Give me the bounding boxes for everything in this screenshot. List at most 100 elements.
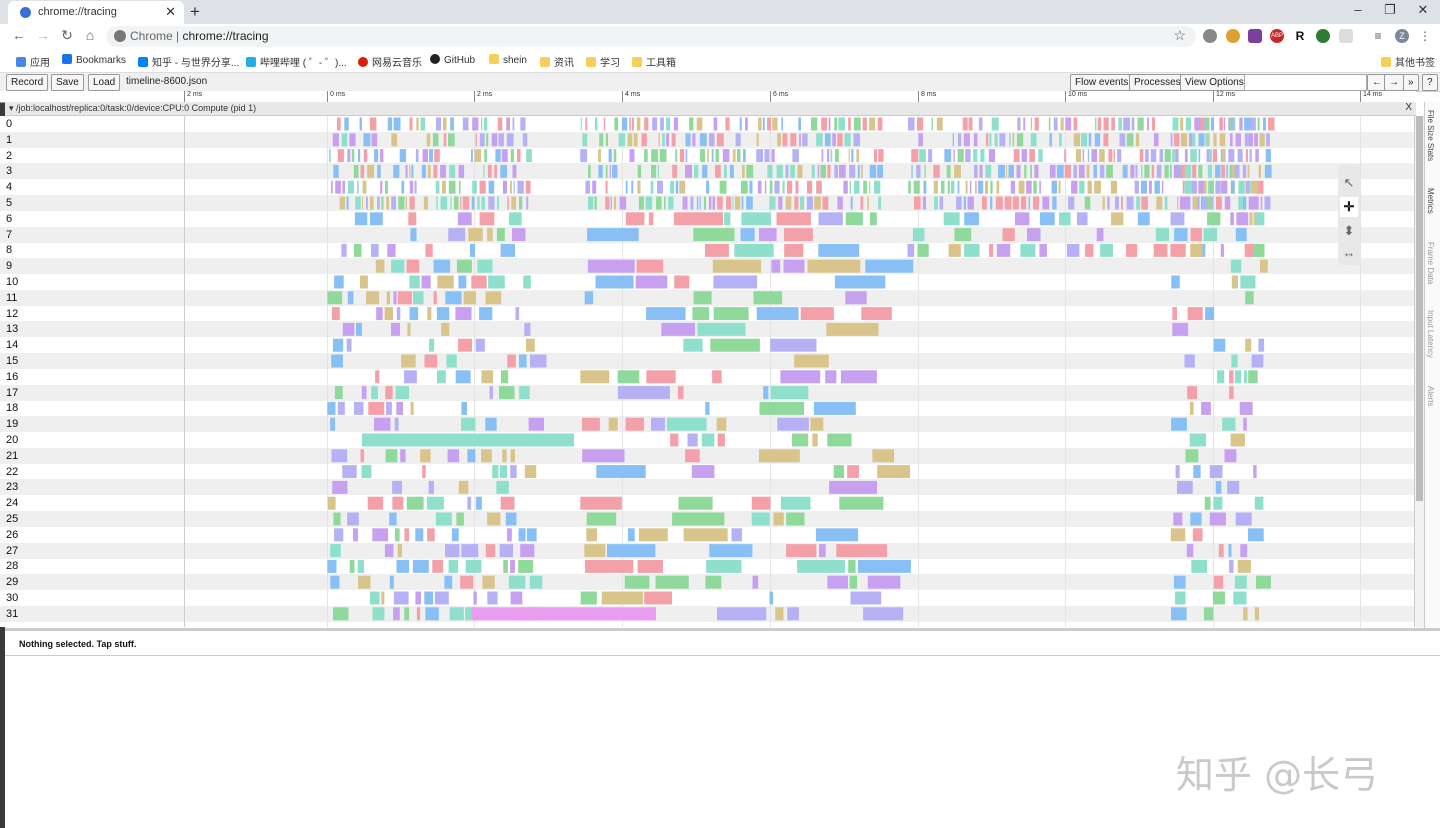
select-mode-icon[interactable]: ↖ [1343, 175, 1355, 190]
thread-row[interactable]: 16 [0, 369, 1416, 385]
thread-row[interactable]: 24 [0, 495, 1416, 511]
thread-row[interactable]: 26 [0, 527, 1416, 543]
thread-row[interactable]: 15 [0, 353, 1416, 369]
side-tab-file-size-stats[interactable]: File Size Stats [1426, 110, 1435, 162]
trace-slice [446, 354, 457, 368]
thread-row[interactable]: 31 [0, 605, 1416, 622]
find-input[interactable] [1244, 74, 1367, 91]
track-area[interactable]: 0 1 2 3 4 5 6 7 8 9 10 11 12 13 14 15 16 17 18 19 20 21 22 23 24… [0, 116, 1416, 627]
thread-row[interactable]: 20 [0, 432, 1416, 448]
side-tab-metrics[interactable]: Metrics [1426, 188, 1435, 214]
save-button[interactable]: Save [51, 74, 84, 91]
browser-tab[interactable]: chrome://tracing ✕ [8, 1, 184, 24]
thread-row[interactable]: 8 [0, 242, 1416, 258]
extension-cursor-icon[interactable] [1339, 29, 1353, 43]
thread-row[interactable]: 18 [0, 400, 1416, 416]
zoom-mode-icon[interactable]: ⬍ [1343, 223, 1355, 238]
pan-mode-icon[interactable]: ✛ [1340, 197, 1358, 217]
thread-row[interactable]: 5 [0, 195, 1416, 211]
thread-row[interactable]: 22 [0, 464, 1416, 480]
thread-row[interactable]: 19 [0, 416, 1416, 433]
trace-slice [428, 480, 434, 494]
thread-row[interactable]: 9 [0, 258, 1416, 275]
bookmark-bookmarks[interactable]: Bookmarks [62, 54, 126, 66]
bookmark-folder-other[interactable]: 其他书签 [1381, 54, 1435, 69]
load-button[interactable]: Load [88, 74, 121, 91]
bookmark-folder-tools[interactable]: 工具箱 [632, 54, 676, 69]
thread-row[interactable]: 10 [0, 274, 1416, 290]
reload-icon[interactable]: ↻ [61, 27, 73, 43]
thread-row[interactable]: 17 [0, 384, 1416, 401]
profile-avatar[interactable]: Z [1395, 29, 1409, 43]
bookmark-folder-news[interactable]: 资讯 [540, 54, 574, 69]
trace-slice [691, 465, 715, 479]
trace-slice [510, 149, 514, 163]
close-window-button[interactable]: ✕ [1417, 2, 1429, 17]
thread-row[interactable]: 27 [0, 542, 1416, 559]
bookmark-apps[interactable]: 应用 [16, 54, 50, 69]
side-tab-frame-data[interactable]: Frame Data [1426, 242, 1435, 285]
thread-row[interactable]: 0 [0, 116, 1416, 132]
view-options-button[interactable]: View Options [1180, 74, 1249, 91]
trace-slice [1175, 465, 1180, 479]
new-tab-button[interactable]: + [190, 2, 200, 21]
bookmark-star-icon[interactable]: ☆ [1173, 27, 1186, 43]
bookmark-zhihu[interactable]: 知乎 - 与世界分享... [138, 54, 239, 69]
find-next-button[interactable]: → [1384, 74, 1404, 91]
thread-row[interactable]: 30 [0, 590, 1416, 606]
trace-slice [756, 133, 759, 147]
chrome-menu-icon[interactable]: ⋮ [1418, 29, 1432, 43]
side-tab-input-latency[interactable]: Input Latency [1426, 310, 1435, 359]
address-bar[interactable]: Chrome | chrome://tracing ☆ [106, 26, 1196, 47]
trace-slice [749, 180, 753, 194]
thread-row[interactable]: 12 [0, 306, 1416, 322]
back-icon[interactable]: ← [12, 27, 26, 43]
minimize-button[interactable]: – [1354, 2, 1362, 17]
extension-clover-icon[interactable] [1316, 29, 1330, 43]
adblock-plus-icon[interactable]: ABP [1270, 29, 1284, 43]
site-info-icon[interactable] [114, 30, 126, 42]
thread-row[interactable]: 6 [0, 211, 1416, 227]
row-label: 3 [6, 165, 13, 178]
trace-slice [391, 322, 400, 336]
extension-cookie-icon[interactable] [1226, 29, 1240, 43]
thread-row[interactable]: 2 [0, 148, 1416, 164]
thread-row[interactable]: 4 [0, 179, 1416, 195]
panel-divider[interactable] [5, 628, 1440, 631]
bookmark-netease-music[interactable]: 网易云音乐 [358, 54, 422, 69]
processes-button[interactable]: Processes [1129, 74, 1186, 91]
extension-r-icon[interactable]: R [1293, 29, 1307, 43]
scrollbar-thumb[interactable] [1416, 116, 1423, 501]
bookmark-folder-shein[interactable]: shein [489, 54, 527, 66]
bookmark-github[interactable]: GitHub [430, 54, 475, 66]
record-button[interactable]: Record [6, 74, 49, 91]
forward-icon[interactable]: → [36, 27, 50, 43]
trace-slice [1228, 544, 1232, 558]
help-button[interactable]: ? [1422, 74, 1438, 91]
thread-row[interactable]: 14 [0, 337, 1416, 353]
vertical-scrollbar[interactable] [1414, 116, 1425, 627]
bookmark-bilibili[interactable]: 哔哩哔哩 ( ゜- ゜)... [246, 54, 347, 69]
thread-row[interactable]: 21 [0, 447, 1416, 464]
trace-slice [429, 149, 433, 163]
trace-slice [344, 117, 349, 131]
home-icon[interactable]: ⌂ [85, 27, 95, 43]
process-close-button[interactable]: X [1405, 102, 1412, 113]
trace-slice [851, 149, 854, 163]
extension-onenote-icon[interactable] [1248, 29, 1262, 43]
bookmark-folder-study[interactable]: 学习 [586, 54, 620, 69]
reading-list-icon[interactable]: ≡ [1371, 29, 1385, 43]
extension-1-icon[interactable] [1203, 29, 1217, 43]
collapse-triangle-icon[interactable]: ▾ [9, 103, 14, 113]
thread-row[interactable]: 28 [0, 558, 1416, 574]
process-header[interactable]: ▾ /job:localhost/replica:0/task:0/device… [5, 102, 1416, 116]
flow-events-button[interactable]: Flow events [1070, 74, 1134, 91]
trace-slice [862, 117, 867, 131]
find-more-button[interactable]: » [1403, 74, 1419, 91]
side-tab-alerts[interactable]: Alerts [1426, 386, 1435, 407]
trace-slice [839, 496, 884, 510]
thread-row[interactable]: 23 [0, 479, 1416, 496]
maximize-button[interactable]: ❐ [1384, 2, 1396, 17]
tab-close-icon[interactable]: ✕ [165, 4, 176, 19]
timing-mode-icon[interactable]: ↔ [1342, 245, 1356, 260]
